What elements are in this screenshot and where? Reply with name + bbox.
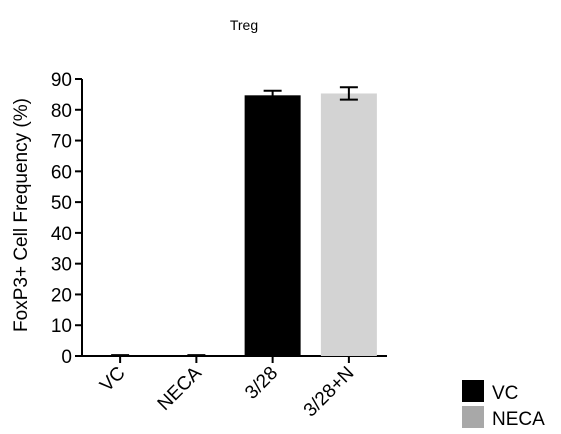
y-tick-label: 0 [61,347,72,368]
y-tick-label: 70 [51,132,72,153]
y-axis: 0 10 20 30 40 50 60 70 80 90 [51,70,83,368]
y-tick-label: 80 [51,101,72,122]
x-axis: VC NECA 3/28 3/28+N [82,355,387,422]
legend-label: NECA [492,409,545,430]
chart-title: Treg [230,17,258,33]
x-tick-label: NECA [154,362,206,414]
y-axis-label: FoxP3+ Cell Frequency (%) [11,98,32,332]
x-tick-label: 3/28 [241,363,282,404]
y-tick-label: 60 [51,162,72,183]
legend-swatch [462,380,484,402]
legend-swatch [462,406,484,428]
bar-3-28-n [320,93,377,357]
x-tick-label: VC [96,363,130,397]
bars [92,86,377,357]
bar-3-28 [244,95,301,356]
y-tick-label: 10 [51,316,72,337]
y-tick-label: 40 [51,224,72,245]
legend-label: VC [492,383,518,404]
legend: VC NECA [462,380,545,430]
x-tick-label: 3/28+N [300,363,359,422]
y-tick-label: 50 [51,193,72,214]
y-tick-label: 30 [51,255,72,276]
y-tick-label: 20 [51,285,72,306]
y-tick-label: 90 [51,70,72,91]
